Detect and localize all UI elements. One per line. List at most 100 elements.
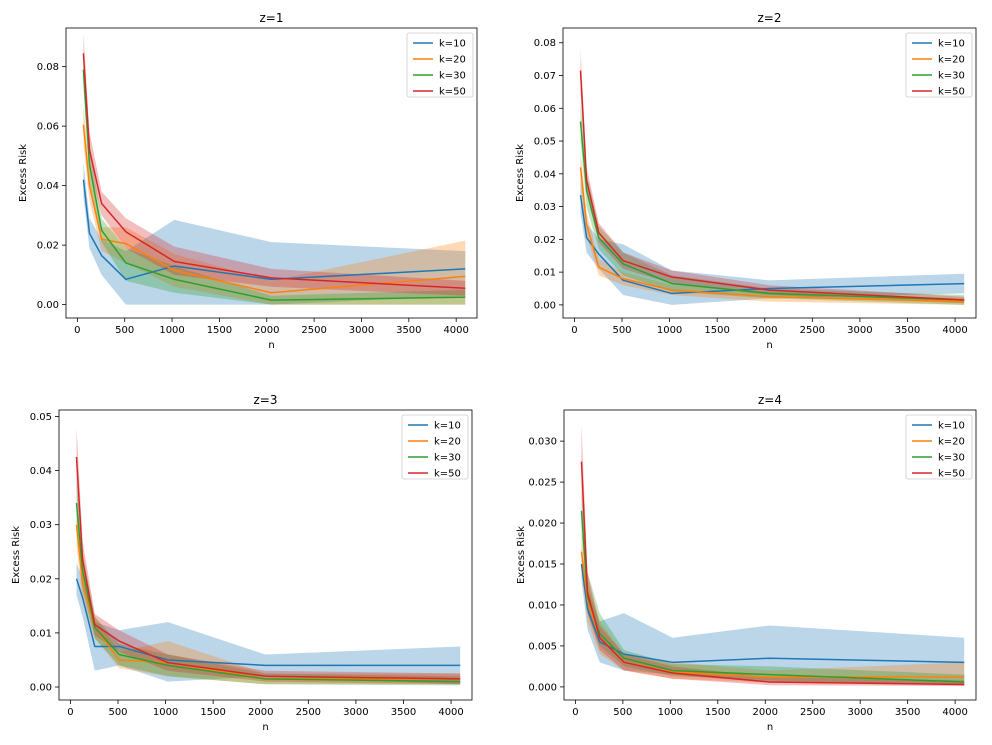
x-axis-label: n <box>262 722 268 733</box>
x-tick-label: 2500 <box>800 707 825 718</box>
y-tick-label: 0.08 <box>37 62 59 73</box>
x-tick-label: 0 <box>571 325 577 336</box>
y-tick-label: 0.02 <box>30 574 52 585</box>
x-tick-label: 500 <box>612 325 631 336</box>
x-tick-label: 1500 <box>704 325 729 336</box>
legend-label: k=50 <box>434 469 461 480</box>
y-tick-label: 0.05 <box>30 412 52 423</box>
x-tick-label: 3500 <box>895 707 920 718</box>
legend-label: k=50 <box>938 469 965 480</box>
legend-box <box>406 32 474 98</box>
x-tick-label: 4000 <box>443 325 468 336</box>
legend-label: k=20 <box>434 437 461 448</box>
legend-label: k=20 <box>938 55 965 66</box>
x-tick-label: 2000 <box>254 325 279 336</box>
x-tick-label: 2000 <box>753 707 778 718</box>
x-tick-label: 4000 <box>438 707 463 718</box>
confidence-band <box>581 547 965 685</box>
y-tick-label: 0.00 <box>534 300 556 311</box>
x-tick-label: 3000 <box>343 707 368 718</box>
legend: k=10 k=20 k=30 k=50 <box>401 414 469 480</box>
chart-title: z=2 <box>758 11 782 25</box>
legend-label: k=30 <box>434 453 461 464</box>
chart-panel: 0 500 1000 1500 2000 2500 3000 3500 4000 0.00 0.02… <box>18 11 478 351</box>
chart-panel: 0 500 1000 1500 2000 2500 3000 3500 4000 0.000 0.0… <box>516 393 977 733</box>
x-tick-label: 3000 <box>847 707 872 718</box>
chart-panel: 0 500 1000 1500 2000 2500 3000 3500 4000 0.00 0.01… <box>515 11 977 351</box>
x-tick-label: 1500 <box>200 707 225 718</box>
y-tick-label: 0.00 <box>37 300 59 311</box>
legend: k=10 k=20 k=30 k=50 <box>905 414 973 480</box>
series-line <box>82 179 466 281</box>
confidence-band <box>580 177 965 305</box>
x-tick-label: 2500 <box>301 325 326 336</box>
x-tick-label: 1000 <box>658 707 683 718</box>
x-tick-label: 1500 <box>207 325 232 336</box>
y-tick-label: 0.06 <box>37 122 59 133</box>
y-tick-label: 0.04 <box>37 181 59 192</box>
x-tick-label: 3500 <box>396 325 421 336</box>
legend-label: k=20 <box>439 55 466 66</box>
x-tick-label: 500 <box>613 707 632 718</box>
legend-label: k=10 <box>439 39 466 50</box>
confidence-band <box>581 531 965 685</box>
plot-frame <box>58 409 473 701</box>
x-tick-label: 0 <box>74 325 80 336</box>
series-line <box>580 563 965 664</box>
series-line <box>579 195 965 295</box>
series-line <box>82 124 466 294</box>
x-tick-label: 4000 <box>942 707 967 718</box>
x-tick-label: 2000 <box>248 707 273 718</box>
y-axis-label: Excess Risk <box>11 526 22 584</box>
y-tick-label: 0.07 <box>534 71 556 82</box>
x-tick-label: 0 <box>572 707 578 718</box>
legend-box <box>905 32 973 98</box>
legend-label: k=50 <box>439 87 466 98</box>
legend: k=10 k=20 k=30 k=50 <box>905 32 973 98</box>
y-tick-label: 0.01 <box>534 268 556 279</box>
series-line <box>82 69 466 301</box>
y-tick-label: 0.04 <box>534 169 556 180</box>
x-tick-label: 2000 <box>752 325 777 336</box>
y-tick-label: 0.08 <box>534 38 556 49</box>
series-line <box>579 70 965 301</box>
y-tick-label: 0.025 <box>528 478 557 489</box>
confidence-band <box>76 562 461 685</box>
confidence-band <box>580 101 965 305</box>
y-tick-label: 0.04 <box>30 466 52 477</box>
x-tick-label: 3500 <box>895 325 920 336</box>
legend-label: k=10 <box>434 421 461 432</box>
series-line <box>82 53 466 290</box>
legend-box <box>401 414 469 480</box>
plot-frame <box>562 27 977 319</box>
x-axis-label: n <box>766 340 772 351</box>
x-tick-label: 0 <box>67 707 73 718</box>
confidence-band <box>83 105 466 305</box>
legend-label: k=50 <box>938 87 965 98</box>
x-tick-label: 2500 <box>800 325 825 336</box>
legend-box <box>905 414 973 480</box>
x-tick-label: 2500 <box>296 707 321 718</box>
legend-label: k=10 <box>938 39 965 50</box>
series-line <box>580 510 965 683</box>
y-tick-label: 0.005 <box>528 641 557 652</box>
confidence-band <box>83 161 466 305</box>
y-tick-label: 0.030 <box>528 437 557 448</box>
confidence-band <box>581 424 965 687</box>
series-line <box>579 121 965 301</box>
y-tick-label: 0.02 <box>37 241 59 252</box>
x-tick-label: 4000 <box>942 325 967 336</box>
y-tick-label: 0.015 <box>528 560 557 571</box>
legend-label: k=30 <box>938 453 965 464</box>
y-tick-label: 0.020 <box>528 519 557 530</box>
y-tick-label: 0.000 <box>528 682 557 693</box>
x-tick-label: 3000 <box>847 325 872 336</box>
y-tick-label: 0.06 <box>534 104 556 115</box>
x-tick-label: 1000 <box>153 707 178 718</box>
x-tick-label: 1000 <box>657 325 682 336</box>
y-tick-label: 0.01 <box>30 628 52 639</box>
x-tick-label: 500 <box>115 325 134 336</box>
x-tick-label: 1000 <box>159 325 184 336</box>
x-tick-label: 3500 <box>391 707 416 718</box>
